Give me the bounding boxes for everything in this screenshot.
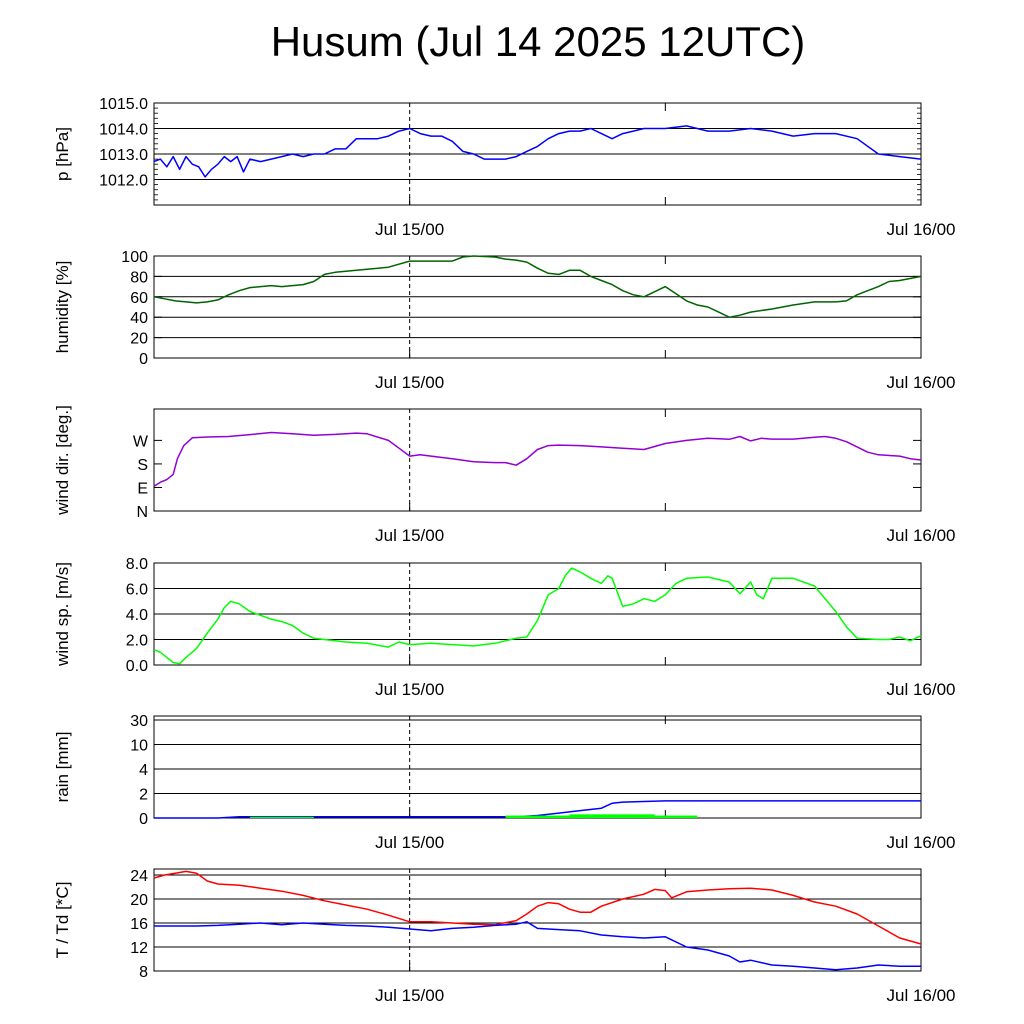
y-tick-label: 24 bbox=[130, 868, 148, 885]
y-tick-label: 80 bbox=[130, 269, 148, 286]
x-tick-label: Jul 15/00 bbox=[375, 220, 444, 239]
panel-frame bbox=[153, 868, 922, 972]
y-tick-label: 1013.0 bbox=[99, 147, 148, 164]
y-tick-label: 2 bbox=[139, 787, 148, 804]
panel-frame bbox=[153, 255, 922, 359]
x-tick-label: Jul 16/00 bbox=[887, 220, 956, 239]
y-axis-label: wind sp. [m/s] bbox=[53, 562, 72, 667]
y-tick-label: 16 bbox=[130, 916, 148, 933]
rain-bar bbox=[505, 815, 570, 818]
y-tick-label: S bbox=[137, 457, 148, 474]
x-tick-label: Jul 16/00 bbox=[887, 373, 956, 392]
series-line-wind_speed bbox=[153, 567, 922, 665]
series-line-humidity bbox=[153, 255, 922, 318]
x-tick-label: Jul 15/00 bbox=[375, 373, 444, 392]
y-tick-label: 1014.0 bbox=[99, 122, 148, 139]
y-axis-label: wind dir. [deg.] bbox=[53, 405, 72, 516]
y-tick-label: 0 bbox=[139, 351, 148, 368]
rain-bar bbox=[569, 814, 591, 818]
y-tick-label: 100 bbox=[121, 249, 148, 266]
x-tick-label: Jul 15/00 bbox=[375, 526, 444, 545]
series-line-rain_accum bbox=[154, 800, 921, 819]
y-tick-label: 8.0 bbox=[126, 556, 148, 573]
y-axis-label: rain [mm] bbox=[53, 732, 72, 803]
y-tick-label: 1015.0 bbox=[99, 96, 148, 113]
series-line-pressure bbox=[153, 125, 922, 178]
x-tick-label: Jul 15/00 bbox=[375, 986, 444, 1005]
y-tick-label: 6.0 bbox=[126, 582, 148, 599]
x-tick-label: Jul 16/00 bbox=[887, 680, 956, 699]
x-tick-label: Jul 15/00 bbox=[375, 680, 444, 699]
y-tick-label: 8 bbox=[139, 964, 148, 981]
y-tick-label: 4.0 bbox=[126, 607, 148, 624]
y-tick-label: 60 bbox=[130, 290, 148, 307]
y-tick-label: 20 bbox=[130, 892, 148, 909]
y-tick-label: W bbox=[133, 433, 149, 450]
rain-bar bbox=[654, 815, 698, 818]
y-tick-label: 40 bbox=[130, 310, 148, 327]
chart-title: Husum (Jul 14 2025 12UTC) bbox=[270, 18, 806, 65]
rain-bar bbox=[590, 814, 655, 818]
series-line-dewpoint bbox=[154, 921, 921, 971]
y-tick-label: E bbox=[137, 480, 148, 497]
rain-bar bbox=[249, 816, 314, 818]
y-tick-label: 20 bbox=[130, 331, 148, 348]
y-axis-label: p [hPa] bbox=[53, 127, 72, 181]
y-tick-label: 2.0 bbox=[126, 633, 148, 650]
y-tick-label: N bbox=[136, 504, 148, 521]
x-tick-label: Jul 16/00 bbox=[887, 526, 956, 545]
y-axis-label: humidity [%] bbox=[53, 261, 72, 354]
y-tick-label: 0 bbox=[139, 811, 148, 828]
panel-frame bbox=[153, 408, 922, 512]
y-tick-label: 1012.0 bbox=[99, 173, 148, 190]
y-tick-label: 0.0 bbox=[126, 658, 148, 675]
series-line-temperature bbox=[153, 870, 922, 945]
y-tick-label: 4 bbox=[139, 762, 148, 779]
x-tick-label: Jul 15/00 bbox=[375, 833, 444, 852]
y-tick-label: 30 bbox=[130, 713, 148, 730]
x-tick-label: Jul 16/00 bbox=[887, 986, 956, 1005]
y-tick-label: 10 bbox=[130, 738, 148, 755]
y-tick-label: 12 bbox=[130, 940, 148, 957]
x-tick-label: Jul 16/00 bbox=[887, 833, 956, 852]
series-line-wind_dir bbox=[153, 431, 922, 487]
panel-frame bbox=[153, 715, 922, 819]
y-axis-label: T / Td [*C] bbox=[53, 882, 72, 959]
